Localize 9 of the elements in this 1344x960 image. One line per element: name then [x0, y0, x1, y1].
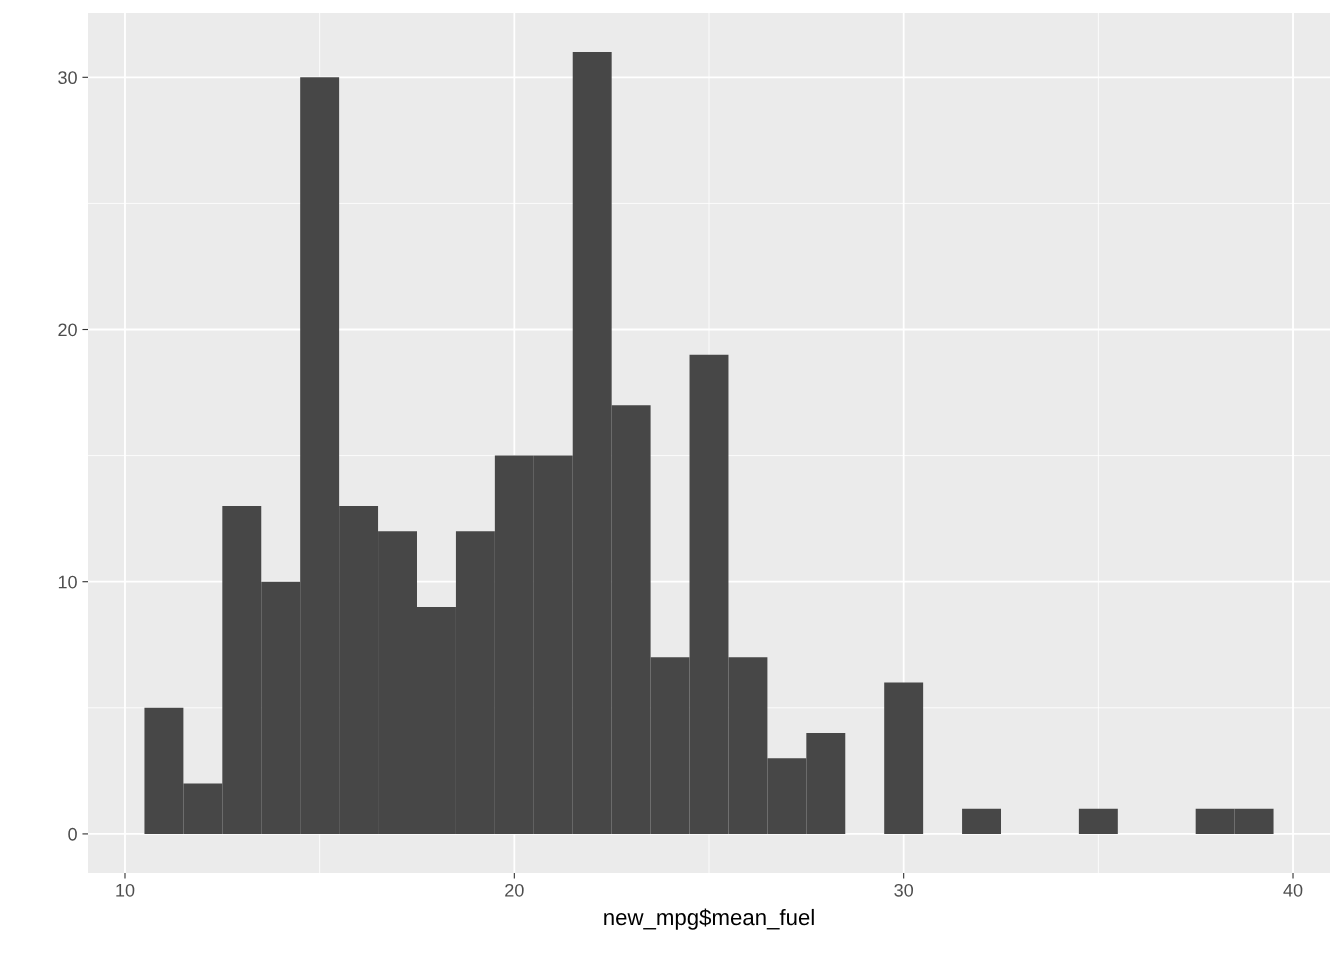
- y-tick-label: 0: [68, 827, 77, 841]
- x-tick-label: 10: [116, 883, 135, 897]
- x-tick-label: 20: [505, 883, 524, 897]
- x-tick-label: 40: [1283, 883, 1303, 897]
- y-tick-label: 10: [58, 575, 77, 589]
- y-tick-label: 20: [58, 323, 77, 337]
- x-tick-label: 30: [894, 883, 914, 897]
- y-tick-label: 30: [58, 71, 77, 85]
- x-axis-title: new_mpg$mean_fuel: [604, 908, 814, 930]
